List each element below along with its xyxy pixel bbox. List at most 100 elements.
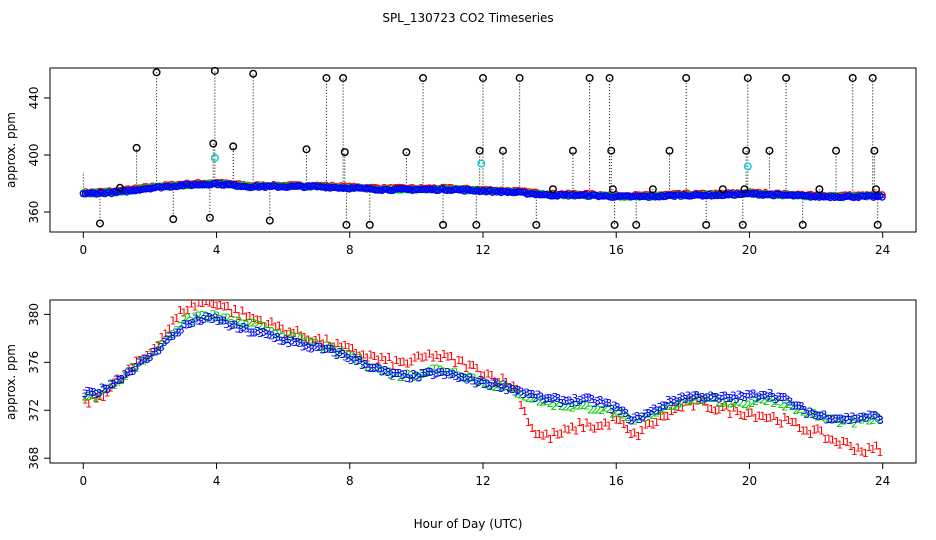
series-1-point: 1 — [638, 424, 645, 437]
series-2-point: 2 — [331, 343, 338, 356]
series-2-point: 2 — [334, 347, 341, 360]
series-1-point: 1 — [426, 348, 433, 361]
series-1-point: 1 — [792, 416, 799, 429]
series-2-point: 2 — [283, 332, 290, 345]
series-2-point: 2 — [261, 320, 268, 333]
flagged-point — [743, 162, 752, 171]
series-3-point: 3 — [305, 341, 312, 354]
series-1-point: 1 — [133, 355, 140, 368]
series-3-point: 3 — [704, 391, 711, 404]
series-2-point: 2 — [191, 311, 198, 324]
series-3-point: 3 — [127, 366, 134, 379]
series-1-point: 1 — [510, 379, 517, 392]
series-2-point: 2 — [550, 400, 557, 413]
series-1-point: 1 — [558, 427, 565, 440]
series-3-point: 3 — [653, 404, 660, 417]
series-3-point: 3 — [736, 388, 743, 401]
series-1-point: 1 — [191, 301, 198, 314]
series-3-point: 3 — [679, 391, 686, 404]
series-3-point: 3 — [416, 372, 423, 385]
series-1-point: 1 — [382, 354, 389, 367]
series-3-point: 3 — [707, 389, 714, 402]
outlier-point — [302, 145, 311, 154]
y-tick-label: 400 — [27, 144, 41, 167]
series-3-point: 3 — [852, 413, 859, 426]
series-2-point: 2 — [825, 413, 832, 426]
series-1-point: 1 — [770, 410, 777, 423]
series-3-point — [86, 189, 94, 197]
series-1-point: 1 — [653, 416, 660, 429]
series-3-point: 3 — [430, 369, 437, 382]
series-1-point: 1 — [221, 300, 228, 313]
series-2-point: 2 — [668, 400, 675, 413]
series-3-point: 3 — [803, 408, 810, 421]
series-2-point: 2 — [378, 365, 385, 378]
series-3-point: 3 — [798, 400, 805, 413]
outlier-point — [873, 220, 882, 229]
series-1-point: 1 — [796, 422, 803, 435]
series-3-point: 3 — [447, 368, 454, 381]
series-2-point: 2 — [690, 393, 697, 406]
series-2-point: 2 — [166, 330, 173, 343]
series-2-point: 2 — [419, 368, 426, 381]
series-3-point: 3 — [418, 367, 425, 380]
series-3-point: 3 — [670, 394, 677, 407]
series-2-point: 2 — [770, 397, 777, 410]
series-3-point: 3 — [172, 326, 179, 339]
top-x-axis: 0 4 8 12 16 20 24 — [79, 232, 890, 257]
series-3-point: 3 — [571, 392, 578, 405]
series-3-point: 3 — [818, 410, 825, 423]
series-3-point: 3 — [753, 391, 760, 404]
series-2-point: 2 — [737, 397, 744, 410]
series-3-point: 3 — [588, 393, 595, 406]
series-2-point: 2 — [338, 344, 345, 357]
series-3-point: 3 — [149, 346, 156, 359]
series-2-point: 2 — [367, 362, 374, 375]
outlier-point — [743, 73, 752, 82]
series-1-point: 1 — [400, 356, 407, 369]
series-3-point: 3 — [750, 387, 757, 400]
series-3-point: 3 — [339, 348, 346, 361]
series-1-point: 1 — [323, 333, 330, 346]
series-3-point: 3 — [869, 410, 876, 423]
series-3-point: 3 — [503, 384, 510, 397]
outlier-point — [340, 148, 349, 157]
series-2-point: 2 — [481, 376, 488, 389]
series-1-point: 1 — [404, 357, 411, 370]
series-1-point: 1 — [532, 428, 539, 441]
series-3-point: 3 — [285, 337, 292, 350]
series-1-point: 1 — [613, 414, 620, 427]
series-1-point: 1 — [785, 414, 792, 427]
series-3-point — [516, 188, 525, 196]
series-2-point: 2 — [726, 398, 733, 411]
series-3-point — [521, 188, 529, 196]
series-2-point: 2 — [873, 410, 880, 423]
series-3-point: 3 — [370, 362, 377, 375]
series-1-point: 1 — [789, 416, 796, 429]
series-2-point: 2 — [349, 350, 356, 363]
series-1-point: 1 — [312, 334, 319, 347]
series-3-point: 3 — [350, 352, 357, 365]
outlier-point — [585, 73, 594, 82]
series-3-point: 3 — [147, 351, 154, 364]
series-3-point: 3 — [687, 391, 694, 404]
series-2-point: 2 — [638, 411, 645, 424]
series-3-point: 3 — [781, 391, 788, 404]
series-2-point: 2 — [415, 370, 422, 383]
series-2-point: 2 — [609, 408, 616, 421]
series-3-point: 3 — [433, 367, 440, 380]
series-2-point: 2 — [697, 394, 704, 407]
series-3-point — [432, 186, 440, 195]
outlier-point — [610, 220, 619, 229]
series-3-point: 3 — [376, 363, 383, 376]
outlier-point — [665, 146, 674, 155]
series-1-point: 1 — [184, 304, 191, 317]
series-3-point: 3 — [169, 330, 176, 343]
series-3-point: 3 — [724, 392, 731, 405]
series-3-point: 3 — [249, 327, 256, 340]
series-1-point: 1 — [294, 324, 301, 337]
series-2-point: 2 — [679, 397, 686, 410]
series-2-point: 2 — [250, 317, 257, 330]
series-2-point: 2 — [301, 336, 308, 349]
series-3-point: 3 — [761, 389, 768, 402]
